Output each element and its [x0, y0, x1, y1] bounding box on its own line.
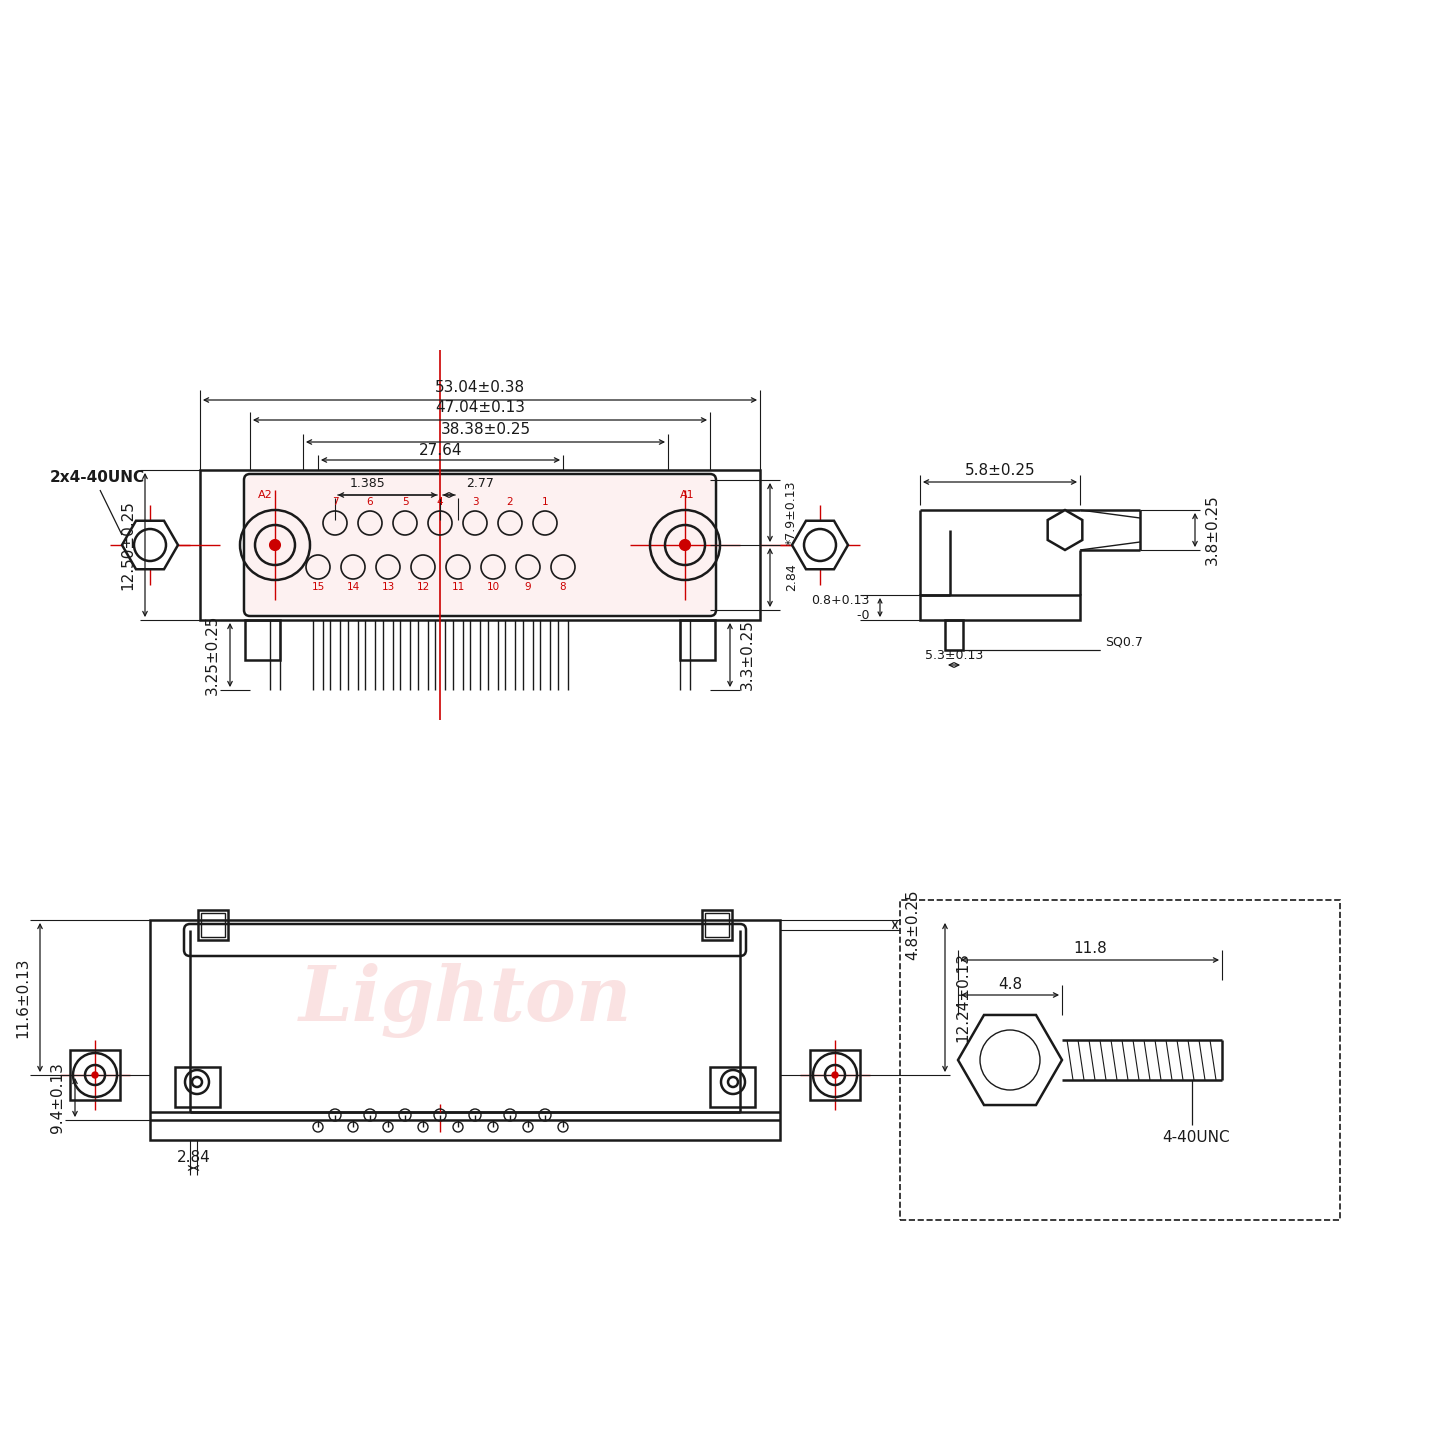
Bar [245, 621, 279, 660]
Text: 13: 13 [382, 582, 395, 592]
Text: 5: 5 [402, 497, 409, 507]
Text: 3.8±0.25: 3.8±0.25 [1205, 494, 1220, 566]
Text: 15: 15 [311, 582, 324, 592]
Bar [945, 621, 963, 649]
Text: 4: 4 [436, 497, 444, 507]
Bar [199, 910, 228, 940]
Bar [176, 1067, 220, 1107]
Bar [710, 1067, 755, 1107]
Bar [200, 469, 760, 621]
Text: 11.6±0.13: 11.6±0.13 [14, 958, 30, 1038]
Bar [680, 621, 716, 660]
Circle shape [832, 1071, 838, 1079]
Text: 4-40UNC: 4-40UNC [1162, 1130, 1230, 1145]
Text: 7: 7 [331, 497, 338, 507]
Text: A2: A2 [258, 490, 272, 500]
Text: 1.385: 1.385 [350, 477, 386, 490]
Text: Lighton: Lighton [298, 962, 632, 1037]
Bar [809, 1050, 860, 1100]
Text: 4.8±0.25: 4.8±0.25 [904, 890, 920, 960]
Text: 10: 10 [487, 582, 500, 592]
Text: 8: 8 [560, 582, 566, 592]
Circle shape [92, 1071, 98, 1079]
Text: 53.04±0.38: 53.04±0.38 [435, 380, 526, 395]
Text: 12: 12 [416, 582, 429, 592]
Text: 2.77: 2.77 [467, 477, 494, 490]
FancyBboxPatch shape [246, 477, 714, 613]
Text: 0.8+0.13
    -0: 0.8+0.13 -0 [812, 593, 870, 622]
Text: 2: 2 [507, 497, 513, 507]
Bar [920, 595, 1080, 621]
Text: *7.9±0.13: *7.9±0.13 [785, 481, 798, 544]
Text: SQ0.7: SQ0.7 [1104, 635, 1143, 648]
Text: A1: A1 [680, 490, 694, 500]
Text: 3.3±0.25: 3.3±0.25 [740, 619, 755, 690]
Bar [706, 913, 729, 937]
Text: 2x4-40UNC: 2x4-40UNC [50, 469, 145, 485]
Text: 6: 6 [367, 497, 373, 507]
Text: 9.4±0.13: 9.4±0.13 [50, 1063, 65, 1133]
Text: 2.84: 2.84 [785, 563, 798, 592]
Text: 1: 1 [541, 497, 549, 507]
Bar [900, 900, 1341, 1220]
Text: 2.84: 2.84 [177, 1151, 210, 1165]
Text: 12.50±0.25: 12.50±0.25 [120, 500, 135, 590]
Text: 5.8±0.25: 5.8±0.25 [965, 464, 1035, 478]
Text: 11: 11 [451, 582, 465, 592]
Bar [202, 913, 225, 937]
Text: 9: 9 [524, 582, 531, 592]
Text: 12.24±0.13: 12.24±0.13 [955, 952, 971, 1043]
Text: 47.04±0.13: 47.04±0.13 [435, 400, 526, 415]
Text: 38.38±0.25: 38.38±0.25 [441, 422, 530, 436]
Bar [150, 920, 780, 1140]
Text: 11.8: 11.8 [1073, 940, 1107, 956]
Text: 27.64: 27.64 [419, 444, 462, 458]
Circle shape [680, 540, 690, 550]
Text: 3: 3 [472, 497, 478, 507]
Circle shape [271, 540, 279, 550]
Text: 5.3±0.13: 5.3±0.13 [924, 649, 984, 662]
Bar [71, 1050, 120, 1100]
Text: 3.25±0.25: 3.25±0.25 [204, 615, 220, 696]
Text: 4.8: 4.8 [998, 976, 1022, 992]
Text: 14: 14 [347, 582, 360, 592]
Bar [701, 910, 732, 940]
